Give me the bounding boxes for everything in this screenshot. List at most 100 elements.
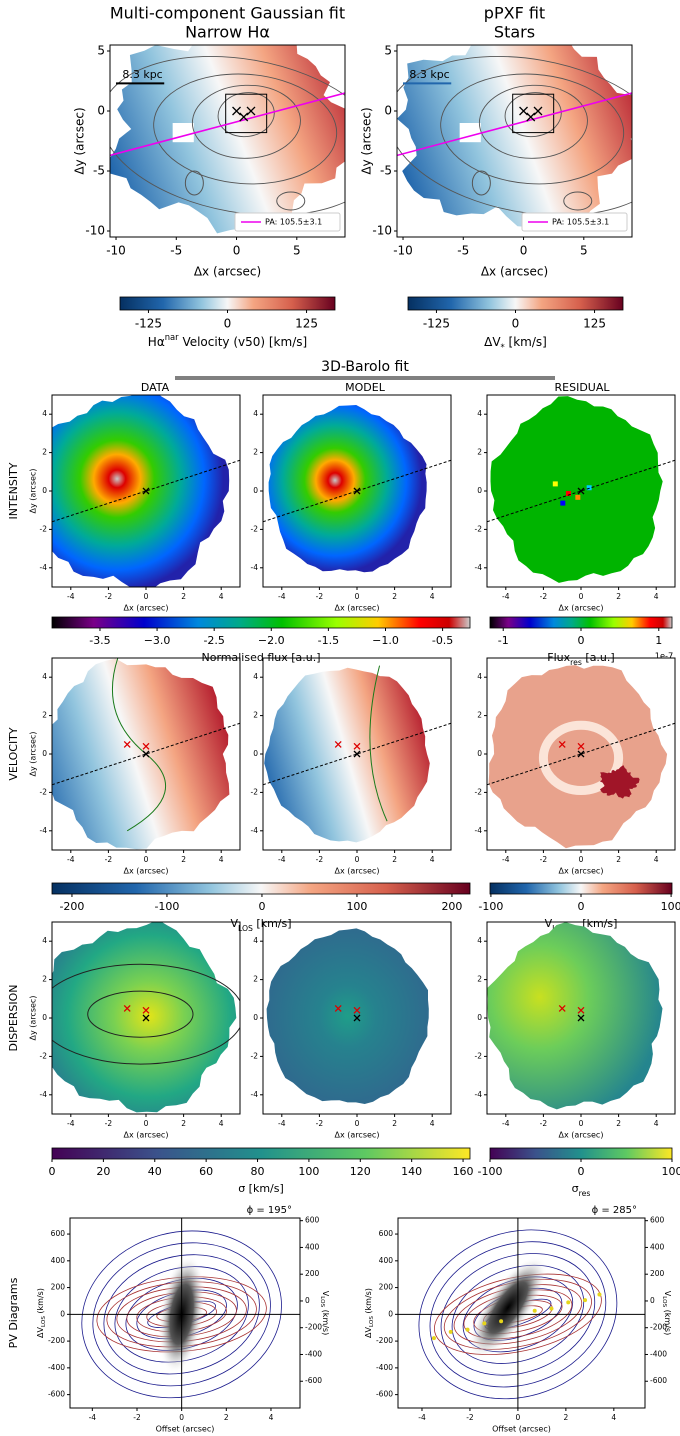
- colorbar-tick-label: 140: [401, 1165, 422, 1178]
- velocity-map: [264, 668, 430, 843]
- panel-subtitle: Stars: [494, 23, 535, 42]
- x-tick-label: 2: [616, 855, 621, 864]
- residual-pixel: [560, 501, 565, 506]
- y-tick-label: 2: [477, 711, 482, 720]
- rotation-point: [482, 1321, 486, 1325]
- x-tick-label: 0: [144, 855, 149, 864]
- y-tick-label: 200: [379, 1283, 394, 1292]
- x-tick-label: 4: [219, 1119, 224, 1128]
- y-tick-label: -10: [85, 224, 105, 238]
- x-tick-label: -4: [502, 592, 510, 601]
- label-part: LOS: [662, 1296, 668, 1307]
- colorbar: [52, 883, 470, 894]
- y-axis-label: Δy (arcsec): [73, 107, 87, 174]
- colorbar-tick-label: −3.0: [144, 634, 171, 647]
- colorbar-tick-label: 0: [49, 1165, 56, 1178]
- colorbar-offset: 1e-7: [655, 651, 674, 661]
- y2-tick-label: 600: [650, 1216, 665, 1225]
- colorbar-tick-label: 100: [346, 900, 367, 913]
- y-tick-label: 4: [477, 672, 482, 681]
- y-tick-label: 0: [253, 749, 258, 758]
- y-tick-label: 0: [60, 1309, 65, 1318]
- intensity-map: [36, 388, 229, 590]
- y-tick-label: -2: [475, 787, 483, 796]
- rotation-point: [583, 1298, 587, 1302]
- y-axis-label: Δy (arcsec): [29, 996, 38, 1041]
- y-tick-label: -2: [40, 787, 48, 796]
- x-tick-label: 2: [563, 1413, 568, 1422]
- x-tick-label: 2: [392, 1119, 397, 1128]
- colorbar-tick-label: 200: [441, 900, 462, 913]
- y-tick-label: 2: [253, 448, 258, 457]
- y-tick-label: 600: [51, 1229, 66, 1238]
- map: [375, 19, 680, 236]
- x-tick-label: 4: [269, 1413, 274, 1422]
- colorbar-tick-label: 80: [251, 1165, 265, 1178]
- colorbar-tick-label: 1: [655, 634, 662, 647]
- velocity-map: [108, 29, 367, 234]
- panel-subtitle: Narrow Hα: [185, 23, 270, 42]
- legend-label: PA: 105.5±3.1: [265, 218, 322, 227]
- y-tick-label: 4: [42, 409, 47, 418]
- x-tick-label: -4: [278, 592, 286, 601]
- colorbar-tick-label: 100: [662, 1165, 680, 1178]
- colorbar-label: ΔV* [km/s]: [484, 335, 547, 352]
- y-tick-label: -2: [251, 524, 259, 533]
- colorbar-label: σres: [572, 1182, 591, 1198]
- y-tick-label: -4: [40, 826, 48, 835]
- y-tick-label: -2: [475, 524, 483, 533]
- map: [263, 666, 451, 843]
- map-hole: [460, 123, 481, 142]
- x-tick-label: -4: [278, 855, 286, 864]
- y-tick-label: -2: [40, 1051, 48, 1060]
- velocity-map: [35, 659, 230, 850]
- panel-title: ϕ = 195°: [247, 1205, 292, 1216]
- x-tick-label: -2: [105, 855, 113, 864]
- x-tick-label: 4: [654, 855, 659, 864]
- y-tick-label: -4: [251, 826, 259, 835]
- y-tick-label: -4: [251, 563, 259, 572]
- intensity-map: [269, 405, 427, 572]
- colorbar: [52, 617, 470, 628]
- colorbar-tick-label: -125: [423, 316, 450, 330]
- rotation-point: [549, 1307, 553, 1311]
- map: [63, 1209, 301, 1420]
- y-tick-label: -200: [376, 1336, 393, 1345]
- colorbar-tick-label: -1: [498, 634, 509, 647]
- rotation-point: [499, 1319, 503, 1323]
- y-tick-label: 5: [97, 44, 105, 58]
- x-tick-label: -5: [457, 243, 469, 257]
- colorbar-tick-label: 40: [148, 1165, 162, 1178]
- x-tick-label: -2: [540, 1119, 548, 1128]
- label-part: [km/s]: [253, 917, 292, 930]
- colorbar-tick-label: -100: [478, 900, 503, 913]
- colorbar-tick-label: 100: [298, 1165, 319, 1178]
- velocity-map: [397, 19, 646, 232]
- label-part: res: [570, 658, 582, 667]
- x-tick-label: 2: [181, 1119, 186, 1128]
- colorbar-label: Hαnar Velocity (v50) [km/s]: [148, 332, 307, 349]
- colorbar-tick-label: 125: [295, 316, 318, 330]
- map: [88, 29, 396, 237]
- dispersion-map: [267, 928, 429, 1104]
- y-tick-label: -5: [93, 164, 105, 178]
- y-axis-label: ΔVLOS (km/s): [364, 1288, 375, 1338]
- residual-pixel: [553, 481, 558, 486]
- y-tick-label: 0: [97, 104, 105, 118]
- colorbar-tick-label: 20: [96, 1165, 110, 1178]
- x-tick-label: -2: [105, 1119, 113, 1128]
- y-tick-label: 2: [253, 975, 258, 984]
- rotation-point: [566, 1300, 570, 1304]
- x-tick-label: 0: [233, 243, 241, 257]
- x-tick-label: 2: [224, 1413, 229, 1422]
- y-tick-label: -2: [475, 1051, 483, 1060]
- x-tick-label: 4: [219, 855, 224, 864]
- y-tick-label: 0: [42, 486, 47, 495]
- pv-map: [456, 1246, 561, 1370]
- y-tick-label: 0: [42, 1013, 47, 1022]
- x-tick-label: 4: [654, 1119, 659, 1128]
- x-axis-label: Δx (arcsec): [124, 867, 169, 876]
- y-tick-label: 0: [42, 749, 47, 758]
- y-tick-label: 0: [477, 486, 482, 495]
- y2-tick-label: 400: [650, 1242, 665, 1251]
